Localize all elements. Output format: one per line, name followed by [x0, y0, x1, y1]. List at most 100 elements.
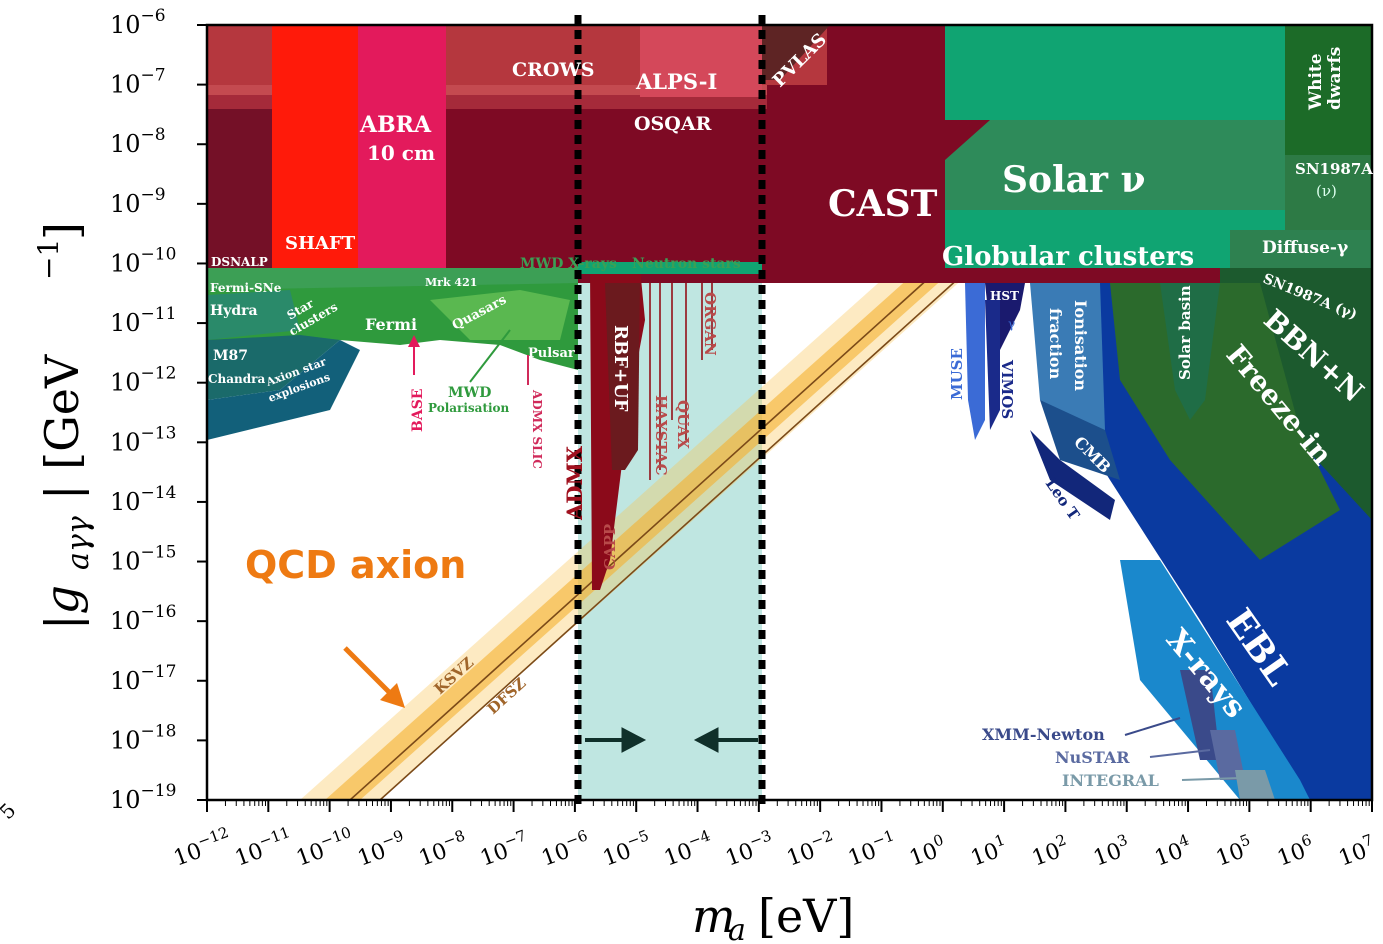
y-tick-label: 10−6 — [110, 6, 166, 39]
label-haystac: HAYSTAC — [652, 395, 670, 476]
y-tick-label: 10−19 — [110, 781, 176, 814]
white-dwarfs-region — [1285, 25, 1372, 155]
label-hydra: Hydra — [210, 303, 258, 319]
label-solarbasin: Solar basin — [1176, 285, 1194, 380]
label-diffuse: Diffuse-γ — [1262, 238, 1349, 258]
hydra-region — [207, 290, 300, 340]
label-dsnalp: DSNALP — [211, 255, 268, 269]
ksvz-line — [349, 267, 941, 800]
label-mrk421: Mrk 421 — [425, 276, 477, 289]
label-capp: CAPP — [601, 524, 619, 570]
pvlas-region — [762, 25, 830, 80]
solar-basin-region — [1160, 283, 1220, 420]
xlabel-a: a — [728, 913, 746, 944]
sn1987a-nu-region — [1285, 155, 1372, 230]
label-nustar: NuSTAR — [1055, 748, 1130, 767]
y-tick-label: 10−14 — [110, 483, 176, 516]
label-mwd-pol: MWD — [448, 385, 491, 401]
y-tick-label: 10−9 — [110, 185, 166, 218]
label-integral: INTEGRAL — [1062, 771, 1159, 790]
label-qcd-axion: QCD axion — [245, 543, 466, 587]
x-tick-label: 10−10 — [291, 823, 357, 872]
x-tick-label: 10−12 — [169, 823, 235, 872]
y-tick-label: 10−16 — [110, 602, 176, 635]
x-tick-label: 10−6 — [537, 826, 594, 871]
label-fermi-sne: Fermi-SNe — [210, 281, 282, 295]
diffuse-gamma-region — [1230, 230, 1372, 268]
x-tick-label: 10−3 — [721, 826, 778, 871]
y-axis-title: |g aγγ | [GeV −1 ] — [32, 222, 96, 630]
label-sn1987a-nu-sub: (ν) — [1316, 182, 1337, 200]
leot-region — [1030, 430, 1115, 520]
ylabel-exp: −1 — [32, 239, 65, 280]
label-quax: QUAX — [674, 400, 692, 449]
window-arrows — [585, 727, 758, 753]
label-base: BASE — [410, 389, 426, 432]
y-tick-label: 10−11 — [110, 304, 176, 337]
edge-text: 5 — [0, 798, 21, 824]
plot-frame — [205, 23, 1374, 802]
x-tick-label: 10−8 — [414, 826, 471, 871]
cast-notch — [850, 230, 945, 268]
muse-region — [965, 283, 985, 440]
x-tick-label: 10−9 — [353, 826, 410, 871]
x-tick-label: 10−7 — [475, 826, 532, 871]
label-dwarfs: dwarfs — [1325, 47, 1345, 110]
x-tick-label: 10−4 — [659, 826, 716, 871]
plot-area — [207, 25, 1372, 800]
label-abra: ABRA — [359, 112, 432, 138]
y-tick-label: 10−18 — [110, 721, 176, 754]
label-solar-nu: Solar ν — [1002, 159, 1146, 201]
x-tick-label: 106 — [1272, 831, 1318, 872]
freeze-in-region — [1110, 283, 1340, 560]
xlabel-m: m — [692, 889, 736, 943]
y-tick-label: 10−15 — [110, 543, 176, 576]
label-shaft: SHAFT — [285, 233, 356, 254]
label-neutron-stars: Neutron stars — [632, 256, 741, 272]
label-pulsar: Pulsar — [528, 346, 575, 361]
label-admx-sljc: ADMX SLIC — [530, 389, 544, 469]
xrays-region — [1120, 560, 1310, 800]
x-tick-label: 107 — [1334, 831, 1380, 872]
label-mwd-pol-2: Polarisation — [428, 401, 510, 415]
label-cast: CAST — [828, 183, 938, 225]
x-tick-label: 100 — [905, 831, 951, 872]
label-muse: MUSE — [948, 348, 966, 400]
integral-region — [1235, 770, 1275, 800]
dfsz-line — [379, 267, 971, 800]
label-organ: ORGAN — [701, 292, 719, 356]
abra-region — [358, 25, 446, 273]
xmm-region — [1180, 670, 1220, 760]
m87-region — [207, 335, 340, 400]
x-axis-title: m a [eV] — [692, 889, 854, 944]
rbf-uf-region — [605, 283, 640, 470]
fermi-sne-region — [207, 268, 578, 290]
ylabel-close: ] — [35, 222, 89, 240]
x-tick-label: 105 — [1211, 831, 1257, 872]
y-tick-label: 10−10 — [110, 244, 176, 277]
label-hst: HST — [990, 289, 1019, 303]
shaft-region — [272, 25, 358, 283]
y-tick-label: 10−17 — [110, 662, 176, 695]
label-xmm: XMM-Newton — [982, 725, 1105, 744]
xlabel-unit: [eV] — [758, 889, 854, 943]
alps-region — [640, 25, 762, 97]
label-rbf-uf: RBF+UF — [610, 325, 631, 412]
ylabel-unit: | [GeV — [35, 354, 89, 500]
solar-nu-upper — [945, 25, 1285, 120]
qcd-axion-band-core — [325, 268, 955, 800]
label-osqar: OSQAR — [634, 113, 712, 135]
x-tick-label: 10−1 — [843, 826, 900, 871]
label-alps: ALPS-I — [635, 69, 717, 94]
label-ionisation: Ionisation — [1071, 300, 1090, 391]
x-axis-ticks: 10−1210−1110−1010−910−810−710−610−510−41… — [169, 800, 1380, 872]
x-tick-label: 10−5 — [598, 826, 655, 871]
y-axis-ticks: 10−6 10−7 10−8 10−9 10−10 10−11 10−12 10−13 10−1… — [110, 6, 207, 814]
label-fermi: Fermi — [365, 315, 417, 334]
label-mwd-xrays: MWD X-rays — [520, 256, 617, 272]
label-admx: ADMX — [562, 445, 587, 521]
label-gamma-small: γ — [1008, 317, 1015, 331]
label-crows: CROWS — [512, 59, 595, 81]
x-tick-label: 102 — [1027, 831, 1073, 872]
